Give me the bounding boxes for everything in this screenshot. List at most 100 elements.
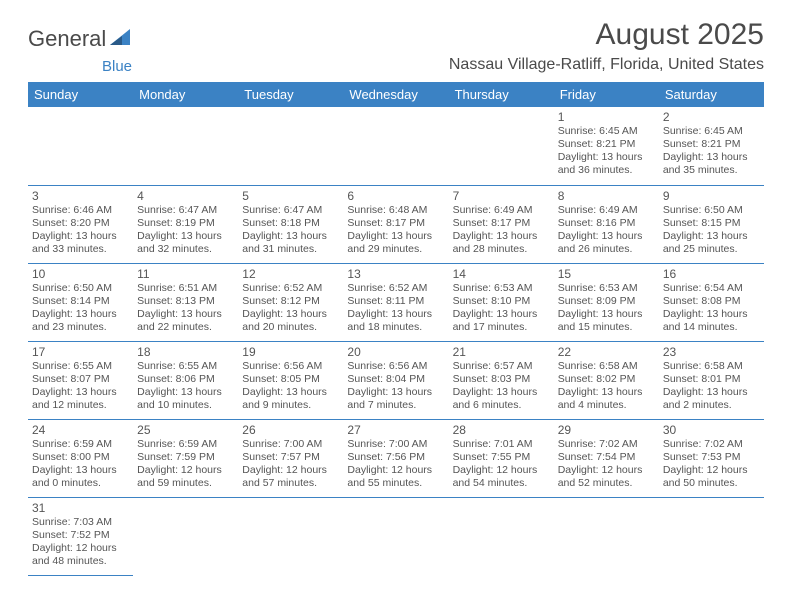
day-number: 4 (137, 189, 234, 203)
day-info: Sunrise: 6:52 AMSunset: 8:11 PMDaylight:… (347, 282, 444, 335)
day-number: 15 (558, 267, 655, 281)
daylight-text-2: and 54 minutes. (453, 477, 550, 490)
day-info: Sunrise: 6:57 AMSunset: 8:03 PMDaylight:… (453, 360, 550, 413)
daylight-text: Daylight: 13 hours (558, 308, 655, 321)
daylight-text-2: and 0 minutes. (32, 477, 129, 490)
daylight-text: Daylight: 13 hours (558, 386, 655, 399)
sunrise-text: Sunrise: 7:02 AM (663, 438, 760, 451)
sunset-text: Sunset: 8:12 PM (242, 295, 339, 308)
sunset-text: Sunset: 7:54 PM (558, 451, 655, 464)
daylight-text: Daylight: 13 hours (32, 230, 129, 243)
calendar-day-cell (238, 107, 343, 185)
daylight-text-2: and 17 minutes. (453, 321, 550, 334)
logo: General (28, 18, 132, 52)
calendar-day-cell: 23Sunrise: 6:58 AMSunset: 8:01 PMDayligh… (659, 341, 764, 419)
daylight-text-2: and 31 minutes. (242, 243, 339, 256)
day-info: Sunrise: 7:02 AMSunset: 7:53 PMDaylight:… (663, 438, 760, 491)
sunset-text: Sunset: 8:04 PM (347, 373, 444, 386)
daylight-text: Daylight: 12 hours (663, 464, 760, 477)
day-info: Sunrise: 6:54 AMSunset: 8:08 PMDaylight:… (663, 282, 760, 335)
daylight-text: Daylight: 13 hours (347, 230, 444, 243)
day-info: Sunrise: 6:53 AMSunset: 8:09 PMDaylight:… (558, 282, 655, 335)
sunrise-text: Sunrise: 6:59 AM (32, 438, 129, 451)
calendar-day-cell (133, 497, 238, 575)
daylight-text-2: and 4 minutes. (558, 399, 655, 412)
calendar-day-cell: 11Sunrise: 6:51 AMSunset: 8:13 PMDayligh… (133, 263, 238, 341)
calendar-table: Sunday Monday Tuesday Wednesday Thursday… (28, 82, 764, 576)
day-info: Sunrise: 6:58 AMSunset: 8:01 PMDaylight:… (663, 360, 760, 413)
daylight-text-2: and 7 minutes. (347, 399, 444, 412)
sunrise-text: Sunrise: 6:49 AM (453, 204, 550, 217)
daylight-text-2: and 50 minutes. (663, 477, 760, 490)
sunrise-text: Sunrise: 6:55 AM (32, 360, 129, 373)
calendar-day-cell: 24Sunrise: 6:59 AMSunset: 8:00 PMDayligh… (28, 419, 133, 497)
day-info: Sunrise: 6:52 AMSunset: 8:12 PMDaylight:… (242, 282, 339, 335)
sunrise-text: Sunrise: 6:52 AM (347, 282, 444, 295)
day-number: 30 (663, 423, 760, 437)
daylight-text: Daylight: 13 hours (137, 230, 234, 243)
calendar-day-cell: 20Sunrise: 6:56 AMSunset: 8:04 PMDayligh… (343, 341, 448, 419)
day-number: 3 (32, 189, 129, 203)
sunset-text: Sunset: 8:20 PM (32, 217, 129, 230)
daylight-text-2: and 14 minutes. (663, 321, 760, 334)
sunset-text: Sunset: 8:17 PM (347, 217, 444, 230)
day-info: Sunrise: 6:55 AMSunset: 8:06 PMDaylight:… (137, 360, 234, 413)
daylight-text-2: and 33 minutes. (32, 243, 129, 256)
sunrise-text: Sunrise: 6:56 AM (242, 360, 339, 373)
calendar-day-cell: 21Sunrise: 6:57 AMSunset: 8:03 PMDayligh… (449, 341, 554, 419)
daylight-text: Daylight: 12 hours (453, 464, 550, 477)
calendar-day-cell: 13Sunrise: 6:52 AMSunset: 8:11 PMDayligh… (343, 263, 448, 341)
daylight-text: Daylight: 13 hours (32, 386, 129, 399)
daylight-text-2: and 36 minutes. (558, 164, 655, 177)
day-number: 25 (137, 423, 234, 437)
calendar-week-row: 24Sunrise: 6:59 AMSunset: 8:00 PMDayligh… (28, 419, 764, 497)
calendar-day-cell: 8Sunrise: 6:49 AMSunset: 8:16 PMDaylight… (554, 185, 659, 263)
calendar-day-cell (133, 107, 238, 185)
daylight-text: Daylight: 13 hours (558, 151, 655, 164)
calendar-day-cell: 10Sunrise: 6:50 AMSunset: 8:14 PMDayligh… (28, 263, 133, 341)
calendar-day-cell: 15Sunrise: 6:53 AMSunset: 8:09 PMDayligh… (554, 263, 659, 341)
calendar-week-row: 17Sunrise: 6:55 AMSunset: 8:07 PMDayligh… (28, 341, 764, 419)
daylight-text: Daylight: 13 hours (32, 308, 129, 321)
daylight-text-2: and 6 minutes. (453, 399, 550, 412)
day-info: Sunrise: 7:00 AMSunset: 7:56 PMDaylight:… (347, 438, 444, 491)
day-number: 29 (558, 423, 655, 437)
day-info: Sunrise: 6:45 AMSunset: 8:21 PMDaylight:… (558, 125, 655, 178)
daylight-text: Daylight: 13 hours (453, 386, 550, 399)
daylight-text-2: and 20 minutes. (242, 321, 339, 334)
sunrise-text: Sunrise: 7:00 AM (347, 438, 444, 451)
daylight-text: Daylight: 13 hours (663, 308, 760, 321)
day-info: Sunrise: 6:56 AMSunset: 8:05 PMDaylight:… (242, 360, 339, 413)
calendar-day-cell: 4Sunrise: 6:47 AMSunset: 8:19 PMDaylight… (133, 185, 238, 263)
day-number: 24 (32, 423, 129, 437)
calendar-header-row: Sunday Monday Tuesday Wednesday Thursday… (28, 82, 764, 107)
sunset-text: Sunset: 8:15 PM (663, 217, 760, 230)
daylight-text-2: and 18 minutes. (347, 321, 444, 334)
day-number: 14 (453, 267, 550, 281)
calendar-day-cell: 5Sunrise: 6:47 AMSunset: 8:18 PMDaylight… (238, 185, 343, 263)
day-info: Sunrise: 6:50 AMSunset: 8:14 PMDaylight:… (32, 282, 129, 335)
daylight-text-2: and 29 minutes. (347, 243, 444, 256)
calendar-week-row: 3Sunrise: 6:46 AMSunset: 8:20 PMDaylight… (28, 185, 764, 263)
day-info: Sunrise: 6:55 AMSunset: 8:07 PMDaylight:… (32, 360, 129, 413)
sunset-text: Sunset: 8:17 PM (453, 217, 550, 230)
calendar-day-cell: 22Sunrise: 6:58 AMSunset: 8:02 PMDayligh… (554, 341, 659, 419)
day-info: Sunrise: 6:51 AMSunset: 8:13 PMDaylight:… (137, 282, 234, 335)
daylight-text: Daylight: 13 hours (663, 230, 760, 243)
calendar-day-cell: 17Sunrise: 6:55 AMSunset: 8:07 PMDayligh… (28, 341, 133, 419)
day-info: Sunrise: 6:53 AMSunset: 8:10 PMDaylight:… (453, 282, 550, 335)
sunrise-text: Sunrise: 6:50 AM (663, 204, 760, 217)
calendar-page: General August 2025 Nassau Village-Ratli… (0, 0, 792, 576)
calendar-day-cell (28, 107, 133, 185)
day-number: 23 (663, 345, 760, 359)
dow-header: Monday (133, 82, 238, 107)
daylight-text: Daylight: 12 hours (558, 464, 655, 477)
logo-text-a: General (28, 26, 106, 52)
calendar-day-cell: 28Sunrise: 7:01 AMSunset: 7:55 PMDayligh… (449, 419, 554, 497)
daylight-text: Daylight: 13 hours (663, 151, 760, 164)
day-number: 5 (242, 189, 339, 203)
sunrise-text: Sunrise: 6:47 AM (242, 204, 339, 217)
day-info: Sunrise: 6:47 AMSunset: 8:18 PMDaylight:… (242, 204, 339, 257)
month-title: August 2025 (449, 18, 764, 52)
day-number: 13 (347, 267, 444, 281)
